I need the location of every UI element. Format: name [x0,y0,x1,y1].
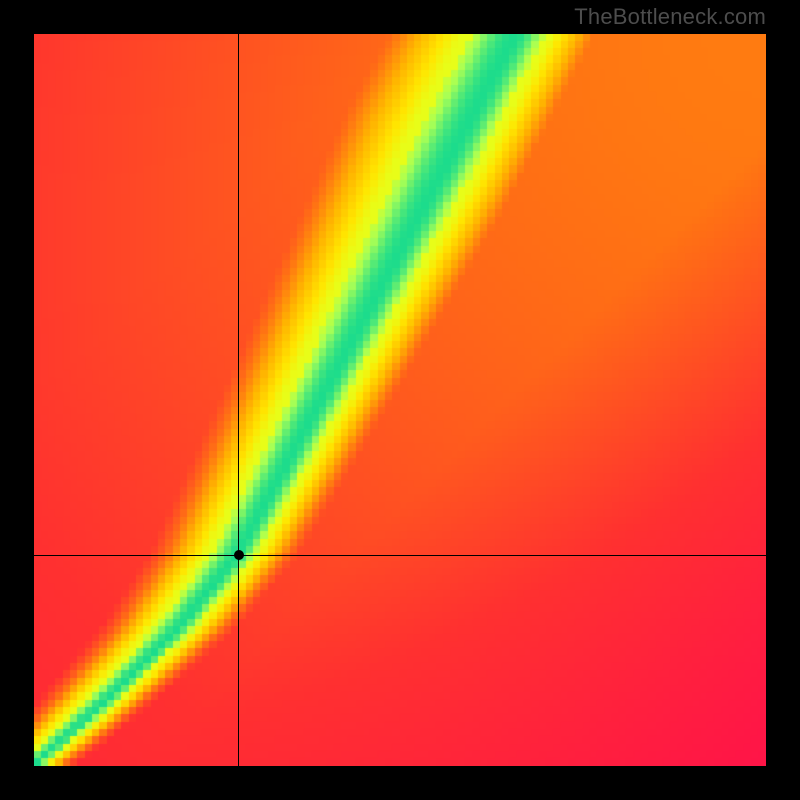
crosshair-marker [234,550,244,560]
heatmap-canvas [34,34,766,766]
heatmap-plot [34,34,766,766]
chart-container: TheBottleneck.com [0,0,800,800]
crosshair-horizontal [34,555,766,556]
crosshair-vertical [238,34,239,766]
watermark-text: TheBottleneck.com [574,4,766,30]
